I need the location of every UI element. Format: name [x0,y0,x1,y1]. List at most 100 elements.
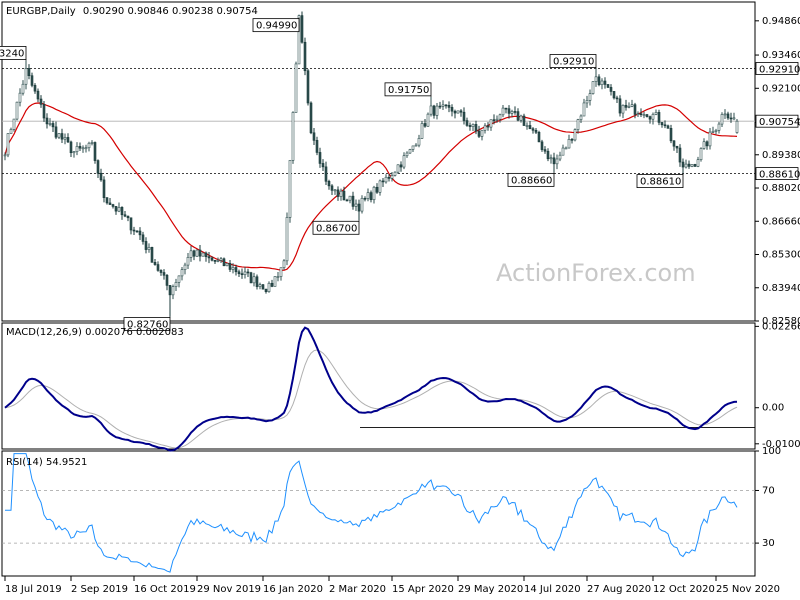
candle [528,120,532,130]
rsi-axis: 100 70 30 [755,446,781,549]
candle [54,121,58,140]
candle [684,159,688,169]
price-annotation: 0.91750 [384,82,432,97]
candle-body [525,125,529,127]
candle-body [522,115,526,126]
candle-body [483,125,487,131]
candle [264,288,268,294]
candle [195,249,199,257]
candle [543,146,547,154]
candle [582,98,586,117]
price-annotation: 0.94990 [252,17,300,33]
candle-body [48,123,52,125]
time-tick-label: 18 Jul 2019 [5,584,62,595]
candle [249,271,253,284]
candle-body [669,128,673,142]
candle [123,211,127,218]
candle-body [459,110,463,113]
candle [234,264,238,276]
candle [171,284,175,300]
rsi-tick-label: 30 [762,538,775,549]
candle [600,78,604,90]
candle-body [441,104,445,107]
candle [723,109,727,120]
candle-body [243,271,247,275]
candle [246,268,250,278]
candle-body [276,276,280,278]
candle-body [6,133,10,156]
candle [522,113,526,126]
candle-body [435,105,439,116]
candle-body [399,164,403,168]
candle [24,60,28,90]
candle-body [708,131,712,147]
candle-body [606,84,610,88]
price-badge-box [755,114,799,128]
candle-body [729,117,733,120]
candle [90,140,94,146]
candle [291,111,295,164]
candle-body [468,125,472,127]
candle [183,262,187,275]
candle-body [675,145,679,149]
candle-body [552,157,556,165]
candle [231,263,235,274]
candle-body [366,192,370,199]
candle [456,110,460,114]
candle-body [537,131,541,143]
candle-body [735,120,739,133]
candle-body [327,180,331,187]
candle-body [465,120,469,126]
candle [135,230,139,233]
candle-body [123,214,127,217]
candle-body [609,87,613,92]
candle-body [549,157,553,160]
candle-body [252,276,256,284]
candle [585,95,589,108]
candle [288,160,292,223]
candle-body [633,104,637,115]
candle [663,120,667,129]
candle [207,252,211,264]
candle [129,217,133,235]
candle-body [378,180,382,193]
candle [414,143,418,147]
candle-body [258,284,262,287]
candle-body [117,207,121,212]
candle-body [333,189,337,192]
price-annotation: 0.88610 [636,173,684,189]
candle [321,159,325,171]
candle-body [681,161,685,168]
candle [177,275,181,288]
candle-body [81,147,85,150]
candle-body [408,149,412,154]
candle [306,69,310,106]
candle-body [129,217,133,231]
candle [375,183,379,194]
candle-body [474,124,478,132]
candle-body [660,122,664,126]
candle [546,148,550,162]
candle [615,95,619,103]
candle [513,106,517,115]
candle-body [471,124,475,127]
candle-body [558,154,562,160]
candle-body [642,114,646,116]
candle-body [345,199,349,202]
candle-body [447,104,451,108]
candle-body [198,249,202,257]
candle-body [297,15,301,65]
candle-body [9,129,13,134]
candle-body [132,229,136,232]
candle [516,108,520,122]
watermark: ActionForex.com [496,259,696,287]
candle [549,154,553,164]
candle-body [657,112,661,123]
annotation-box [636,174,684,189]
rsi-tick-label: 70 [762,485,775,496]
candle-body [597,76,601,86]
candle-body [90,142,94,144]
candle [144,237,148,254]
candle [489,119,493,131]
candle [180,266,184,281]
